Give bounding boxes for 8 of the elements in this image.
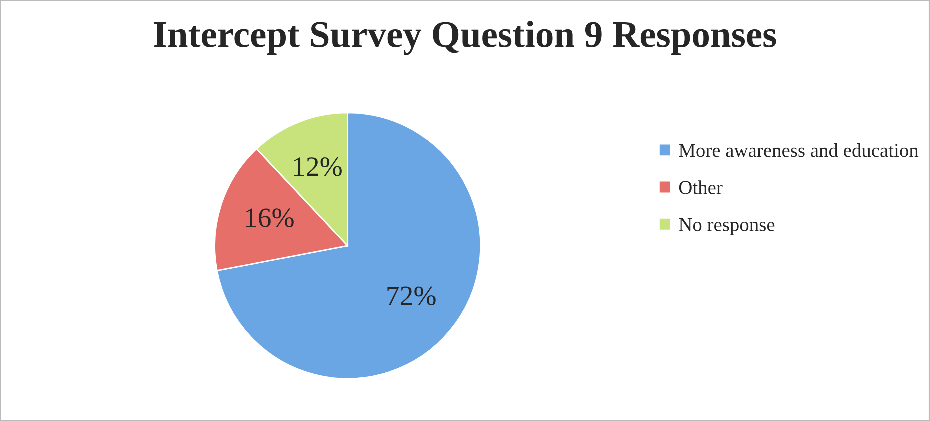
pie-slice [216, 112, 482, 380]
data-label: 16% [246, 208, 294, 228]
chart-title: Intercept Survey Question 9 Responses [154, 21, 776, 56]
data-label: 72% [388, 286, 436, 306]
data-label: 12% [294, 157, 342, 176]
legend-label: No response [679, 218, 775, 236]
legend-label: More awareness and education [679, 144, 919, 158]
legend-label: Other [679, 180, 723, 194]
